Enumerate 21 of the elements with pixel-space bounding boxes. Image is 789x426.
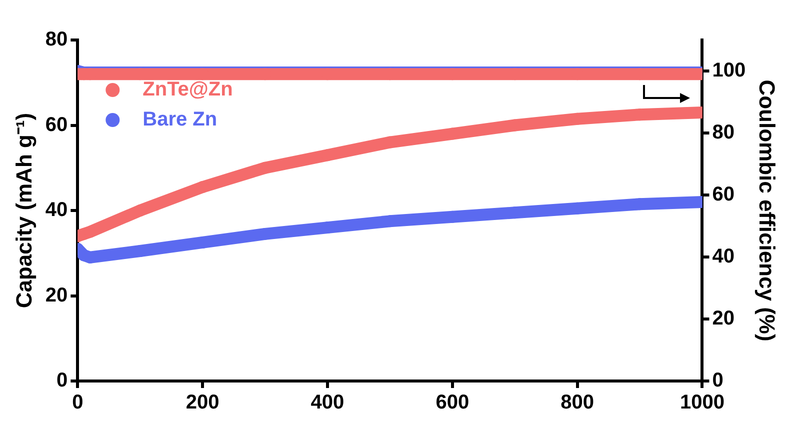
- y2-tick-label: 20: [712, 308, 734, 330]
- x-tick-label: 800: [560, 392, 594, 414]
- y2-tick-label: 40: [712, 246, 734, 268]
- y2-tick-label: 100: [712, 60, 746, 82]
- legend-label: ZnTe@Zn: [142, 78, 233, 101]
- x-tick-label: 0: [72, 392, 84, 414]
- y2-tick-label: 60: [712, 184, 734, 206]
- legend-label: Bare Zn: [142, 108, 218, 131]
- y-axis-title: Capacity (mAh g⁻¹): [11, 112, 36, 308]
- y-tick-label: 40: [45, 199, 68, 222]
- y2-tick-label: 80: [712, 122, 734, 144]
- y2-axis-title: Coulombic efficiency (%): [754, 80, 780, 342]
- x-tick-label: 200: [186, 392, 220, 414]
- x-tick-label: 600: [436, 392, 470, 414]
- y-tick-label: 80: [45, 28, 68, 51]
- y-tick-label: 20: [45, 284, 68, 306]
- y-tick-label: 0: [56, 370, 68, 392]
- y2-tick-label: 0: [712, 370, 724, 392]
- y-tick-label: 60: [45, 114, 68, 136]
- x-tick-label: 1000: [680, 392, 724, 414]
- x-tick-label: 400: [310, 392, 344, 414]
